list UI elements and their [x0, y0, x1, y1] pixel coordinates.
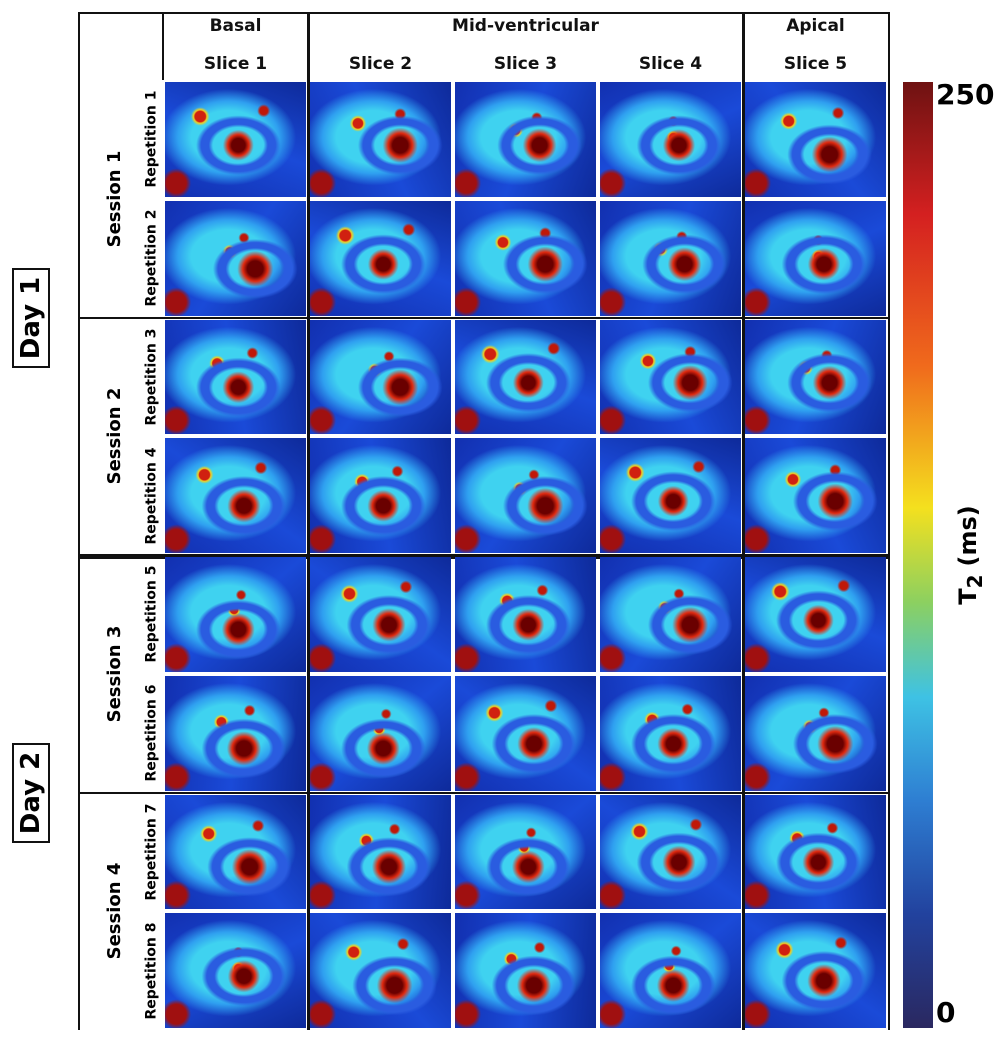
repetition-label: Repetition 6: [143, 684, 159, 782]
repetition-label: Repetition 1: [143, 90, 159, 188]
slice-header: Slice 3: [493, 54, 558, 74]
mri-map: [165, 794, 306, 910]
repetition-label: Repetition 7: [143, 803, 159, 901]
group-header: Mid-ventricular: [452, 16, 599, 36]
mri-map: [310, 675, 451, 791]
mri-map: [165, 82, 306, 197]
colorbar-min: 0: [936, 996, 956, 1029]
mri-map: [455, 913, 596, 1028]
mri-map: [455, 319, 596, 435]
mri-map: [165, 319, 306, 435]
repetition-label: Repetition 5: [143, 565, 159, 663]
day-label: Day 2: [16, 751, 46, 834]
session-label: Session 4: [104, 862, 125, 960]
mri-map: [165, 438, 306, 553]
colorbar-label-part: 2: [962, 574, 987, 589]
colorbar-max: 250: [936, 78, 995, 111]
mri-map: [600, 794, 741, 910]
mri-map: [455, 675, 596, 791]
slice-header: Slice 5: [783, 54, 848, 74]
repetition-label: Repetition 4: [143, 447, 159, 545]
mri-map: [600, 82, 741, 197]
slice-header: Slice 2: [348, 54, 413, 74]
mri-map: [600, 557, 741, 672]
frame-top: [78, 12, 888, 14]
colorbar-label-part: (ms): [954, 505, 982, 567]
day-box: [12, 742, 50, 843]
session-divider: [78, 316, 888, 319]
mri-map: [310, 319, 451, 435]
day-label: Day 1: [16, 276, 46, 359]
session-divider: [78, 791, 888, 794]
mri-map: [165, 200, 306, 316]
repetition-label: Repetition 2: [143, 209, 159, 307]
mri-map: [745, 557, 886, 672]
mri-map: [455, 557, 596, 672]
group-header: Apical: [786, 16, 845, 36]
mri-map: [310, 438, 451, 553]
mri-map: [745, 200, 886, 316]
mri-map: [455, 82, 596, 197]
mri-map: [165, 557, 306, 672]
mri-map: [455, 200, 596, 316]
mri-map: [745, 675, 886, 791]
slice-header: Slice 1: [203, 54, 268, 74]
colorbar-label: T2 (ms): [953, 495, 987, 615]
mri-map: [745, 794, 886, 910]
repetition-label: Repetition 3: [143, 328, 159, 426]
day-box: [12, 267, 50, 368]
group-divider: [306, 12, 310, 1030]
frame-left: [78, 12, 80, 1030]
session-divider: [78, 554, 888, 559]
mri-map: [165, 675, 306, 791]
mri-map: [600, 438, 741, 553]
mri-map: [745, 438, 886, 553]
repetition-label: Repetition 8: [143, 922, 159, 1020]
mri-map: [310, 200, 451, 316]
group-header: Basal: [209, 16, 262, 36]
mri-map: [600, 200, 741, 316]
mri-map: [310, 794, 451, 910]
mri-map: [600, 319, 741, 435]
session-label: Session 2: [104, 387, 125, 485]
mri-map: [165, 913, 306, 1028]
mri-map: [745, 913, 886, 1028]
mri-map: [745, 319, 886, 435]
mri-map: [600, 913, 741, 1028]
group-divider: [741, 12, 745, 1030]
mri-map: [455, 438, 596, 553]
colorbar: [903, 82, 933, 1028]
mri-map: [600, 675, 741, 791]
mri-map: [455, 794, 596, 910]
label-divider: [162, 12, 164, 80]
mri-map: [310, 82, 451, 197]
mri-map: [745, 82, 886, 197]
mri-map: [310, 557, 451, 672]
session-label: Session 1: [104, 150, 125, 248]
frame-right: [888, 12, 890, 1030]
session-label: Session 3: [104, 625, 125, 723]
slice-header: Slice 4: [638, 54, 703, 74]
colorbar-label-part: T: [954, 588, 982, 605]
mri-map: [310, 913, 451, 1028]
